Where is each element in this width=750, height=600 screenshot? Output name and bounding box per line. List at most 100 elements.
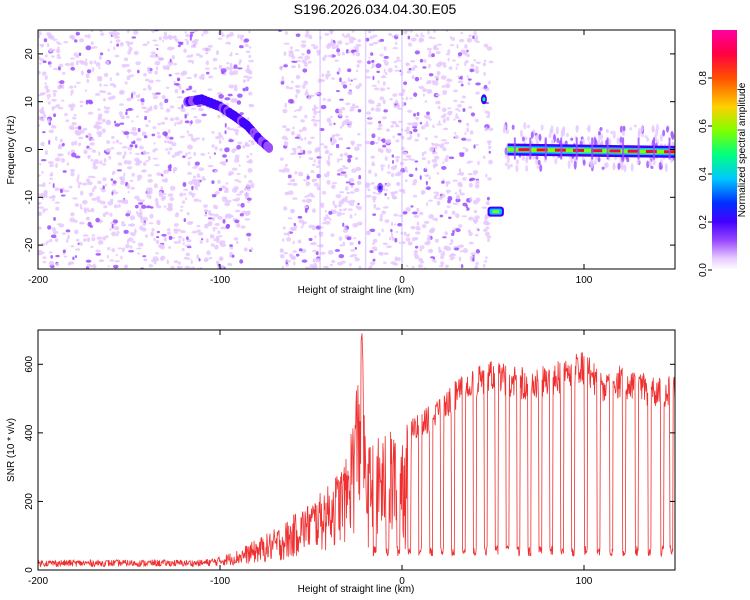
spectrogram-noise-blob	[385, 138, 392, 144]
spectrogram-noise-blob	[354, 213, 357, 216]
spectrogram-noise-blob	[231, 167, 238, 171]
spectrogram-noise-blob	[188, 85, 193, 90]
spectrogram-noise-blob	[150, 231, 154, 237]
spectrogram-noise-blob	[111, 231, 117, 237]
spectrogram-noise-blob	[130, 92, 134, 98]
spectrogram-noise-blob	[220, 68, 227, 73]
spectrogram-noise-blob	[283, 232, 289, 236]
spectrogram-noise-blob	[230, 51, 233, 55]
spectrogram-noise-blob	[49, 164, 55, 168]
spectrogram-noise-blob	[468, 241, 474, 245]
spectrogram-noise-blob	[488, 145, 492, 150]
spectrogram-noise-blob	[102, 162, 106, 166]
spectrogram-noise-blob	[487, 177, 492, 181]
spectrogram-noise-blob	[191, 185, 194, 191]
spectrogram-noise-blob	[420, 125, 426, 130]
spectrogram-noise-blob	[535, 159, 539, 165]
spectrogram-noise-blob	[325, 214, 329, 218]
spectrogram-noise-blob	[118, 103, 125, 106]
spectrogram-noise-blob	[78, 241, 83, 246]
spectrogram-noise-blob	[218, 187, 223, 192]
spectrogram-noise-blob	[42, 113, 47, 119]
spectrogram-noise-blob	[42, 131, 46, 134]
spectrogram-noise-blob	[551, 140, 555, 145]
spectrogram-noise-blob	[182, 242, 185, 246]
spectrogram-noise-blob	[246, 64, 250, 69]
spectrogram-noise-blob	[340, 199, 345, 202]
spectrogram-noise-blob	[149, 105, 153, 110]
spectrogram-noise-blob	[444, 209, 448, 215]
spectrogram-noise-blob	[467, 172, 473, 176]
spectrogram-noise-blob	[47, 97, 50, 100]
spectrogram-noise-blob	[165, 86, 170, 89]
spectrogram-noise-blob	[342, 222, 345, 227]
spectrogram-noise-blob	[186, 130, 189, 134]
spectrogram-noise-blob	[335, 143, 340, 149]
spectrogram-noise-blob	[297, 239, 302, 244]
spectrogram-noise-blob	[408, 158, 412, 161]
spectrogram-noise-blob	[295, 74, 301, 80]
spectrogram-noise-blob	[50, 234, 57, 239]
spectrogram-noise-blob	[156, 172, 163, 176]
spectrogram-noise-blob	[393, 60, 398, 63]
spectrogram-noise-blob	[307, 60, 312, 64]
spectrogram-noise-blob	[79, 222, 85, 225]
spectrogram-noise-blob	[166, 207, 173, 210]
spectrogram-noise-blob	[236, 100, 242, 105]
spectrogram-noise-blob	[301, 84, 306, 89]
spectrogram-noise-blob	[200, 153, 206, 156]
spectrogram-noise-blob	[153, 142, 156, 145]
spectrogram-noise-blob	[145, 160, 149, 163]
spectrogram-noise-blob	[167, 129, 171, 134]
spectrogram-noise-blob	[193, 198, 200, 202]
spectrogram-noise-blob	[75, 238, 80, 242]
spectrogram-noise-blob	[354, 157, 359, 161]
spectrogram-noise-blob	[73, 140, 78, 146]
spectrogram-noise-blob	[293, 60, 298, 63]
spectrogram-noise-blob	[155, 66, 159, 71]
spectrogram-noise-blob	[483, 260, 488, 263]
spectrogram-noise-blob	[131, 120, 134, 123]
spectrogram-noise-blob	[75, 81, 81, 84]
spectrogram-noise-blob	[298, 155, 302, 159]
spectrogram-noise-blob	[612, 162, 616, 171]
spectrogram-noise-blob	[115, 39, 121, 43]
spectrogram-noise-blob	[135, 61, 141, 66]
spectrogram-noise-blob	[187, 172, 192, 175]
spectrogram-noise-blob	[326, 171, 331, 174]
spectrogram-noise-blob	[236, 197, 241, 201]
spectrogram-noise-blob	[162, 35, 169, 40]
spectrogram-noise-blob	[174, 83, 180, 86]
spectrogram-noise-blob	[483, 59, 487, 63]
spectrogram-noise-blob	[61, 232, 67, 235]
spectrogram-noise-blob	[146, 194, 149, 198]
spectrogram-noise-blob	[371, 59, 375, 63]
spectrogram-noise-blob	[593, 160, 597, 165]
spectrogram-noise-blob	[209, 155, 212, 159]
spectrogram-noise-blob	[332, 200, 335, 206]
spectrogram-noise-blob	[53, 113, 57, 118]
spectrogram-noise-blob	[335, 194, 342, 199]
spectrogram-noise-blob	[523, 122, 527, 130]
spectrogram-noise-blob	[49, 63, 52, 68]
spectrogram-noise-blob	[297, 56, 304, 59]
spectrogram-noise-blob	[177, 150, 183, 154]
spectrogram-noise-blob	[127, 147, 133, 151]
spectrogram-noise-blob	[670, 131, 674, 138]
spectrogram-noise-blob	[113, 226, 120, 231]
spectrogram-noise-blob	[149, 54, 155, 58]
spectrogram-noise-blob	[485, 126, 488, 132]
spectrogram-noise-blob	[178, 85, 182, 90]
spectrogram-noise-blob	[314, 235, 317, 239]
spectrogram-noise-blob	[105, 235, 109, 239]
spectrogram-noise-blob	[69, 127, 75, 130]
spectrogram-noise-blob	[174, 167, 177, 171]
spectrogram-noise-blob	[112, 170, 116, 175]
spectrogram-noise-blob	[386, 171, 392, 174]
snr-y-tick-label: 600	[24, 356, 35, 373]
spectrogram-noise-blob	[179, 209, 184, 212]
spectrogram-noise-blob	[219, 256, 224, 261]
spectrogram-noise-blob	[397, 222, 403, 227]
snr-frame	[37, 329, 676, 571]
spectrogram-noise-blob	[295, 89, 300, 92]
